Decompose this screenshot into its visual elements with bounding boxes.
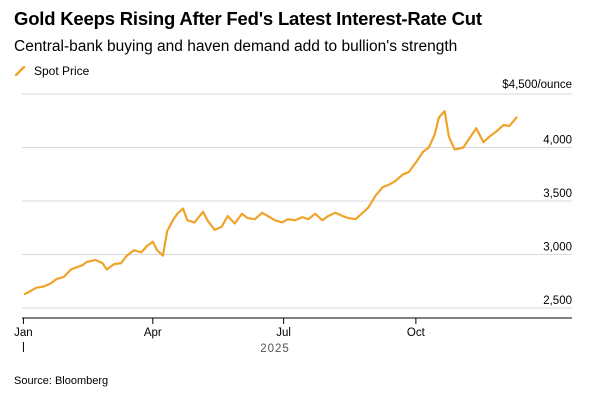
source-note: Source: Bloomberg [14, 375, 109, 387]
y-tick-label: $4,500/ounce [502, 79, 572, 91]
legend: Spot Price [14, 64, 89, 78]
x-tick-label: Jul [276, 327, 291, 339]
y-tick-label: 2,500 [543, 295, 572, 307]
y-tick-label: 3,000 [543, 242, 572, 254]
x-tick-label: Apr [144, 327, 162, 339]
x-tick-label: Jan [14, 327, 33, 339]
legend-swatch [14, 66, 26, 76]
chart-title: Gold Keeps Rising After Fed's Latest Int… [14, 8, 482, 29]
y-tick-label: 3,500 [543, 188, 572, 200]
chart-subtitle: Central-bank buying and haven demand add… [14, 38, 458, 55]
y-tick-label: 4,000 [543, 135, 572, 147]
x-year-label: 2025 [260, 343, 290, 355]
series-line [23, 110, 518, 296]
x-tick-label: Oct [407, 327, 426, 339]
legend-label: Spot Price [34, 64, 90, 78]
